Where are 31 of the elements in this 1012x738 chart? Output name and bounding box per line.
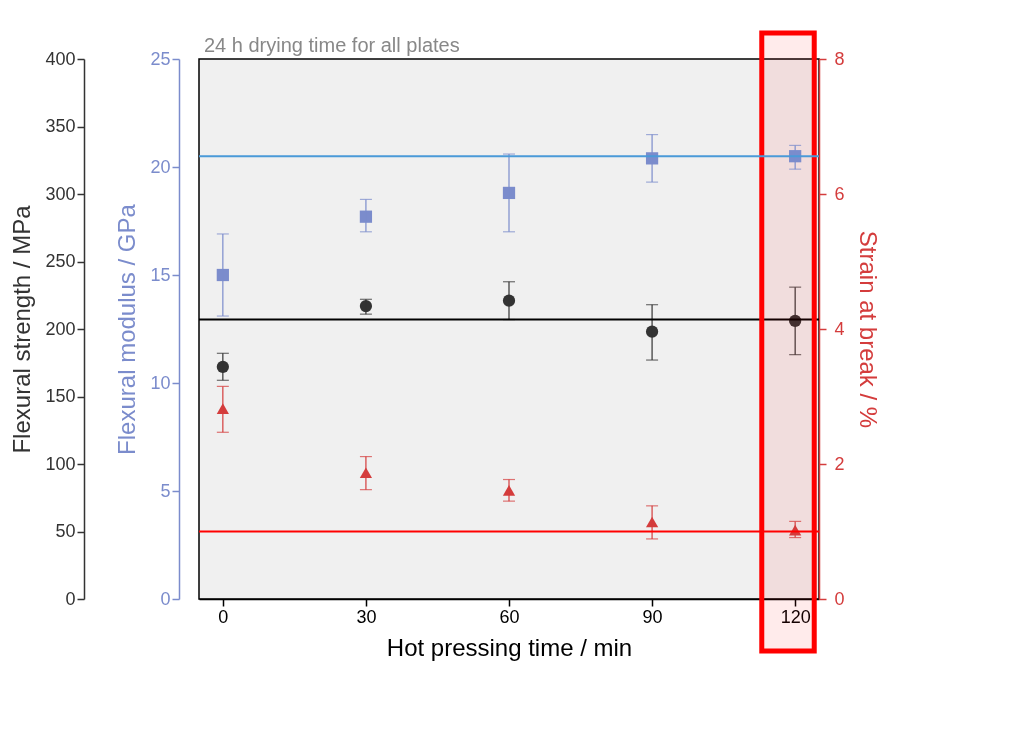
y3-tick-label: 0	[834, 588, 845, 609]
y-tick-label: 300	[45, 183, 76, 204]
y3-tick-label: 4	[834, 318, 845, 339]
x-tick-label: 90	[642, 606, 663, 627]
y3-tick-label: 8	[834, 48, 845, 69]
y-tick-label: 50	[55, 521, 76, 541]
y-tick-label: 150	[45, 386, 76, 406]
y2-tick-label: 10	[150, 372, 171, 393]
x-tick-label: 0	[218, 606, 229, 627]
y2-tick-label: 20	[150, 156, 171, 177]
y2-tick-label: 0	[160, 588, 171, 609]
y3-axis-title: Strain at break / %	[854, 230, 882, 429]
x-tick-label: 60	[499, 606, 520, 627]
x-tick-label: 120	[780, 606, 811, 627]
y-tick-label: 250	[45, 251, 76, 271]
y2-axis-title: Flexural modulus / GPa	[113, 203, 141, 455]
y2-tick-label: 5	[160, 480, 171, 501]
y-tick-label: 200	[45, 318, 76, 339]
y2-tick-label: 15	[150, 264, 171, 285]
y3-tick-label: 6	[834, 183, 845, 204]
x-tick-label: 30	[356, 606, 377, 627]
y-tick-label: 350	[45, 116, 76, 136]
y2-tick-label: 25	[150, 48, 171, 69]
y3-tick-label: 2	[834, 453, 845, 474]
y-tick-label: 100	[45, 453, 76, 474]
point	[216, 360, 229, 373]
x-axis-title: Hot pressing time / min	[386, 633, 633, 661]
y-tick-label: 0	[65, 588, 76, 609]
text: 24 h drying time for all plates	[204, 34, 460, 56]
y-tick-label: 400	[45, 48, 76, 69]
y-axis-title: Flexural strength / MPa	[8, 204, 36, 454]
